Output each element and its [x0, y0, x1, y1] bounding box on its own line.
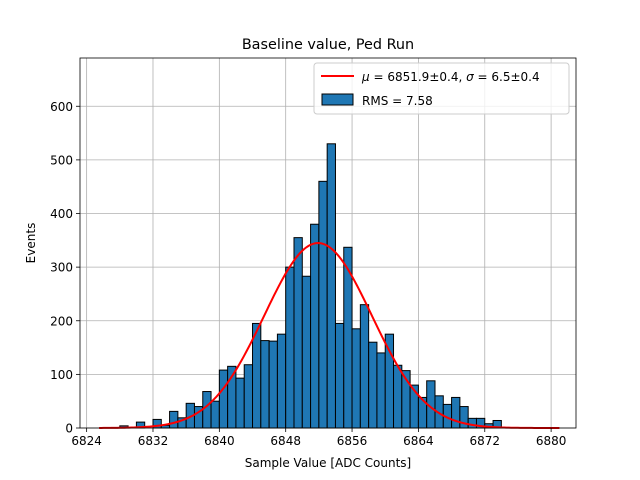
histogram-bar: [334, 322, 345, 429]
legend-histogram-label: RMS = 7.58: [362, 94, 433, 108]
histogram-bar: [202, 391, 212, 429]
y-tick-label: 500: [50, 153, 73, 167]
histogram-bar: [210, 400, 220, 429]
x-tick-label: 6840: [204, 434, 235, 448]
histogram-bar: [169, 410, 179, 429]
histogram-bar: [310, 223, 320, 429]
legend-mu-value: = 6851.9±0.4,: [370, 70, 466, 84]
histogram-bar: [359, 304, 370, 429]
y-tick-label: 600: [50, 100, 73, 114]
histogram-bar: [243, 364, 254, 429]
histogram-bar: [351, 328, 361, 429]
y-tick-label: 400: [50, 207, 73, 221]
plot-area: [79, 57, 577, 429]
histogram-bar: [268, 340, 278, 429]
x-tick-label: 6864: [403, 434, 434, 448]
x-axis-label: Sample Value [ADC Counts]: [245, 456, 411, 470]
x-axis-ticks: 6824 6832 6840 6848 6856 6864 6872 6880: [71, 428, 566, 448]
x-tick-label: 6856: [337, 434, 368, 448]
histogram-bar: [451, 396, 461, 429]
histogram-bar: [467, 417, 477, 429]
histogram-bar: [235, 377, 245, 429]
histogram-bar: [293, 237, 303, 429]
histogram-bar: [376, 352, 386, 429]
y-tick-label: 0: [65, 422, 73, 436]
histogram-bar: [318, 180, 328, 429]
histogram-bar: [368, 341, 378, 429]
x-tick-label: 6872: [469, 434, 500, 448]
histogram-bar: [285, 266, 295, 429]
y-axis-ticks: 0 100 200 300 400 500 600: [50, 100, 80, 436]
histogram-bar: [276, 333, 287, 429]
legend-fit-label: μ = 6851.9±0.4, σ = 6.5±0.4: [361, 70, 540, 84]
y-axis-label: Events: [24, 223, 38, 264]
legend-mu-symbol: μ: [361, 70, 370, 84]
legend-frame: [313, 62, 570, 115]
legend-histogram-swatch: [321, 93, 354, 106]
x-tick-label: 6832: [138, 434, 169, 448]
histogram-bar: [326, 143, 336, 429]
x-tick-label: 6848: [270, 434, 301, 448]
histogram-bar: [218, 369, 229, 429]
gaussian-fit-curve: [99, 241, 560, 429]
histogram-bar: [260, 340, 270, 429]
y-tick-label: 100: [50, 368, 73, 382]
x-tick-label: 6880: [536, 434, 567, 448]
x-tick-label: 6824: [71, 434, 102, 448]
legend-sigma-value: = 6.5±0.4: [474, 70, 540, 84]
histogram-bar: [393, 364, 403, 429]
y-tick-label: 200: [50, 314, 73, 328]
histogram-bar: [384, 333, 395, 429]
chart-title: Baseline value, Ped Run: [242, 37, 414, 53]
histogram-bar: [301, 275, 312, 429]
legend-sigma-symbol: σ: [466, 70, 474, 84]
legend: μ = 6851.9±0.4, σ = 6.5±0.4 RMS = 7.58: [313, 62, 570, 115]
y-tick-label: 300: [50, 261, 73, 275]
plot-frame: [79, 57, 577, 429]
